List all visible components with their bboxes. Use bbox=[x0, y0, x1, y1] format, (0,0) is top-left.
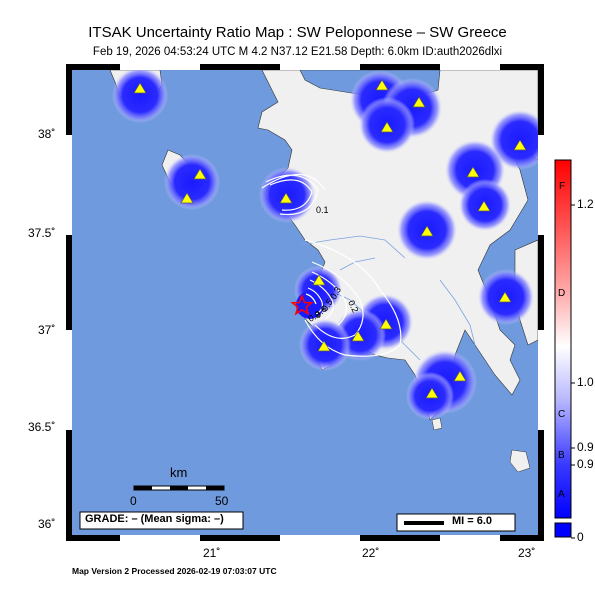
map-footer: Map Version 2 Processed 2026-02-19 07:03… bbox=[72, 566, 277, 576]
contour-label: 0.8 bbox=[307, 309, 323, 323]
lon-tick-21: 21˚ bbox=[203, 546, 221, 560]
scale-unit: km bbox=[170, 465, 188, 480]
colorbar-grade: A bbox=[558, 489, 565, 500]
grade-label: GRADE: – (Mean sigma: –) bbox=[85, 513, 224, 525]
colorbar-label: 1.0 bbox=[577, 375, 594, 389]
contour-label: 0.1 bbox=[316, 205, 329, 215]
lat-tick-37-5: 37.5˚ bbox=[28, 226, 56, 240]
mi-label: MI = 6.0 bbox=[452, 515, 493, 527]
map-title: ITSAK Uncertainty Ratio Map : SW Pelopon… bbox=[88, 24, 507, 41]
ratio-contours bbox=[261, 173, 402, 357]
colorbar-grade: C bbox=[558, 409, 566, 420]
colorbar-label: 0 bbox=[577, 530, 584, 544]
scale-start: 0 bbox=[130, 494, 137, 508]
colorbar-grade: B bbox=[558, 450, 565, 461]
mi-box bbox=[396, 513, 516, 532]
lat-tick-37: 37˚ bbox=[38, 323, 56, 337]
epicenter-star bbox=[290, 293, 314, 316]
colorbar-label: 1.2 bbox=[577, 197, 594, 211]
scale-end: 50 bbox=[215, 494, 229, 508]
lon-tick-22: 22˚ bbox=[362, 546, 380, 560]
lat-tick-36-5: 36.5˚ bbox=[28, 420, 56, 434]
kythira-island bbox=[509, 449, 531, 473]
contour-label: 0.2 bbox=[346, 299, 360, 315]
map-subtitle: Feb 19, 2026 04:53:24 UTC M 4.2 N37.12 E… bbox=[92, 46, 503, 58]
colorbar-label: 0.9 bbox=[577, 440, 594, 454]
colorbar bbox=[554, 159, 575, 539]
grade-box bbox=[79, 511, 244, 530]
lon-tick-23: 23˚ bbox=[518, 546, 536, 560]
colorbar-grade: D bbox=[558, 288, 566, 299]
elafonisos-islet bbox=[431, 417, 443, 431]
scale-bar bbox=[133, 485, 225, 491]
colorbar-label: 0.9 bbox=[577, 457, 594, 471]
lat-tick-38: 38˚ bbox=[38, 127, 56, 141]
lat-tick-36: 36˚ bbox=[38, 517, 56, 531]
contour-label-group: 0.1 0.2 0.3 0.5 0.6 0.8 bbox=[307, 205, 361, 324]
station-markers bbox=[133, 79, 527, 399]
mi-line bbox=[404, 521, 444, 525]
colorbar-grade: F bbox=[559, 181, 566, 192]
